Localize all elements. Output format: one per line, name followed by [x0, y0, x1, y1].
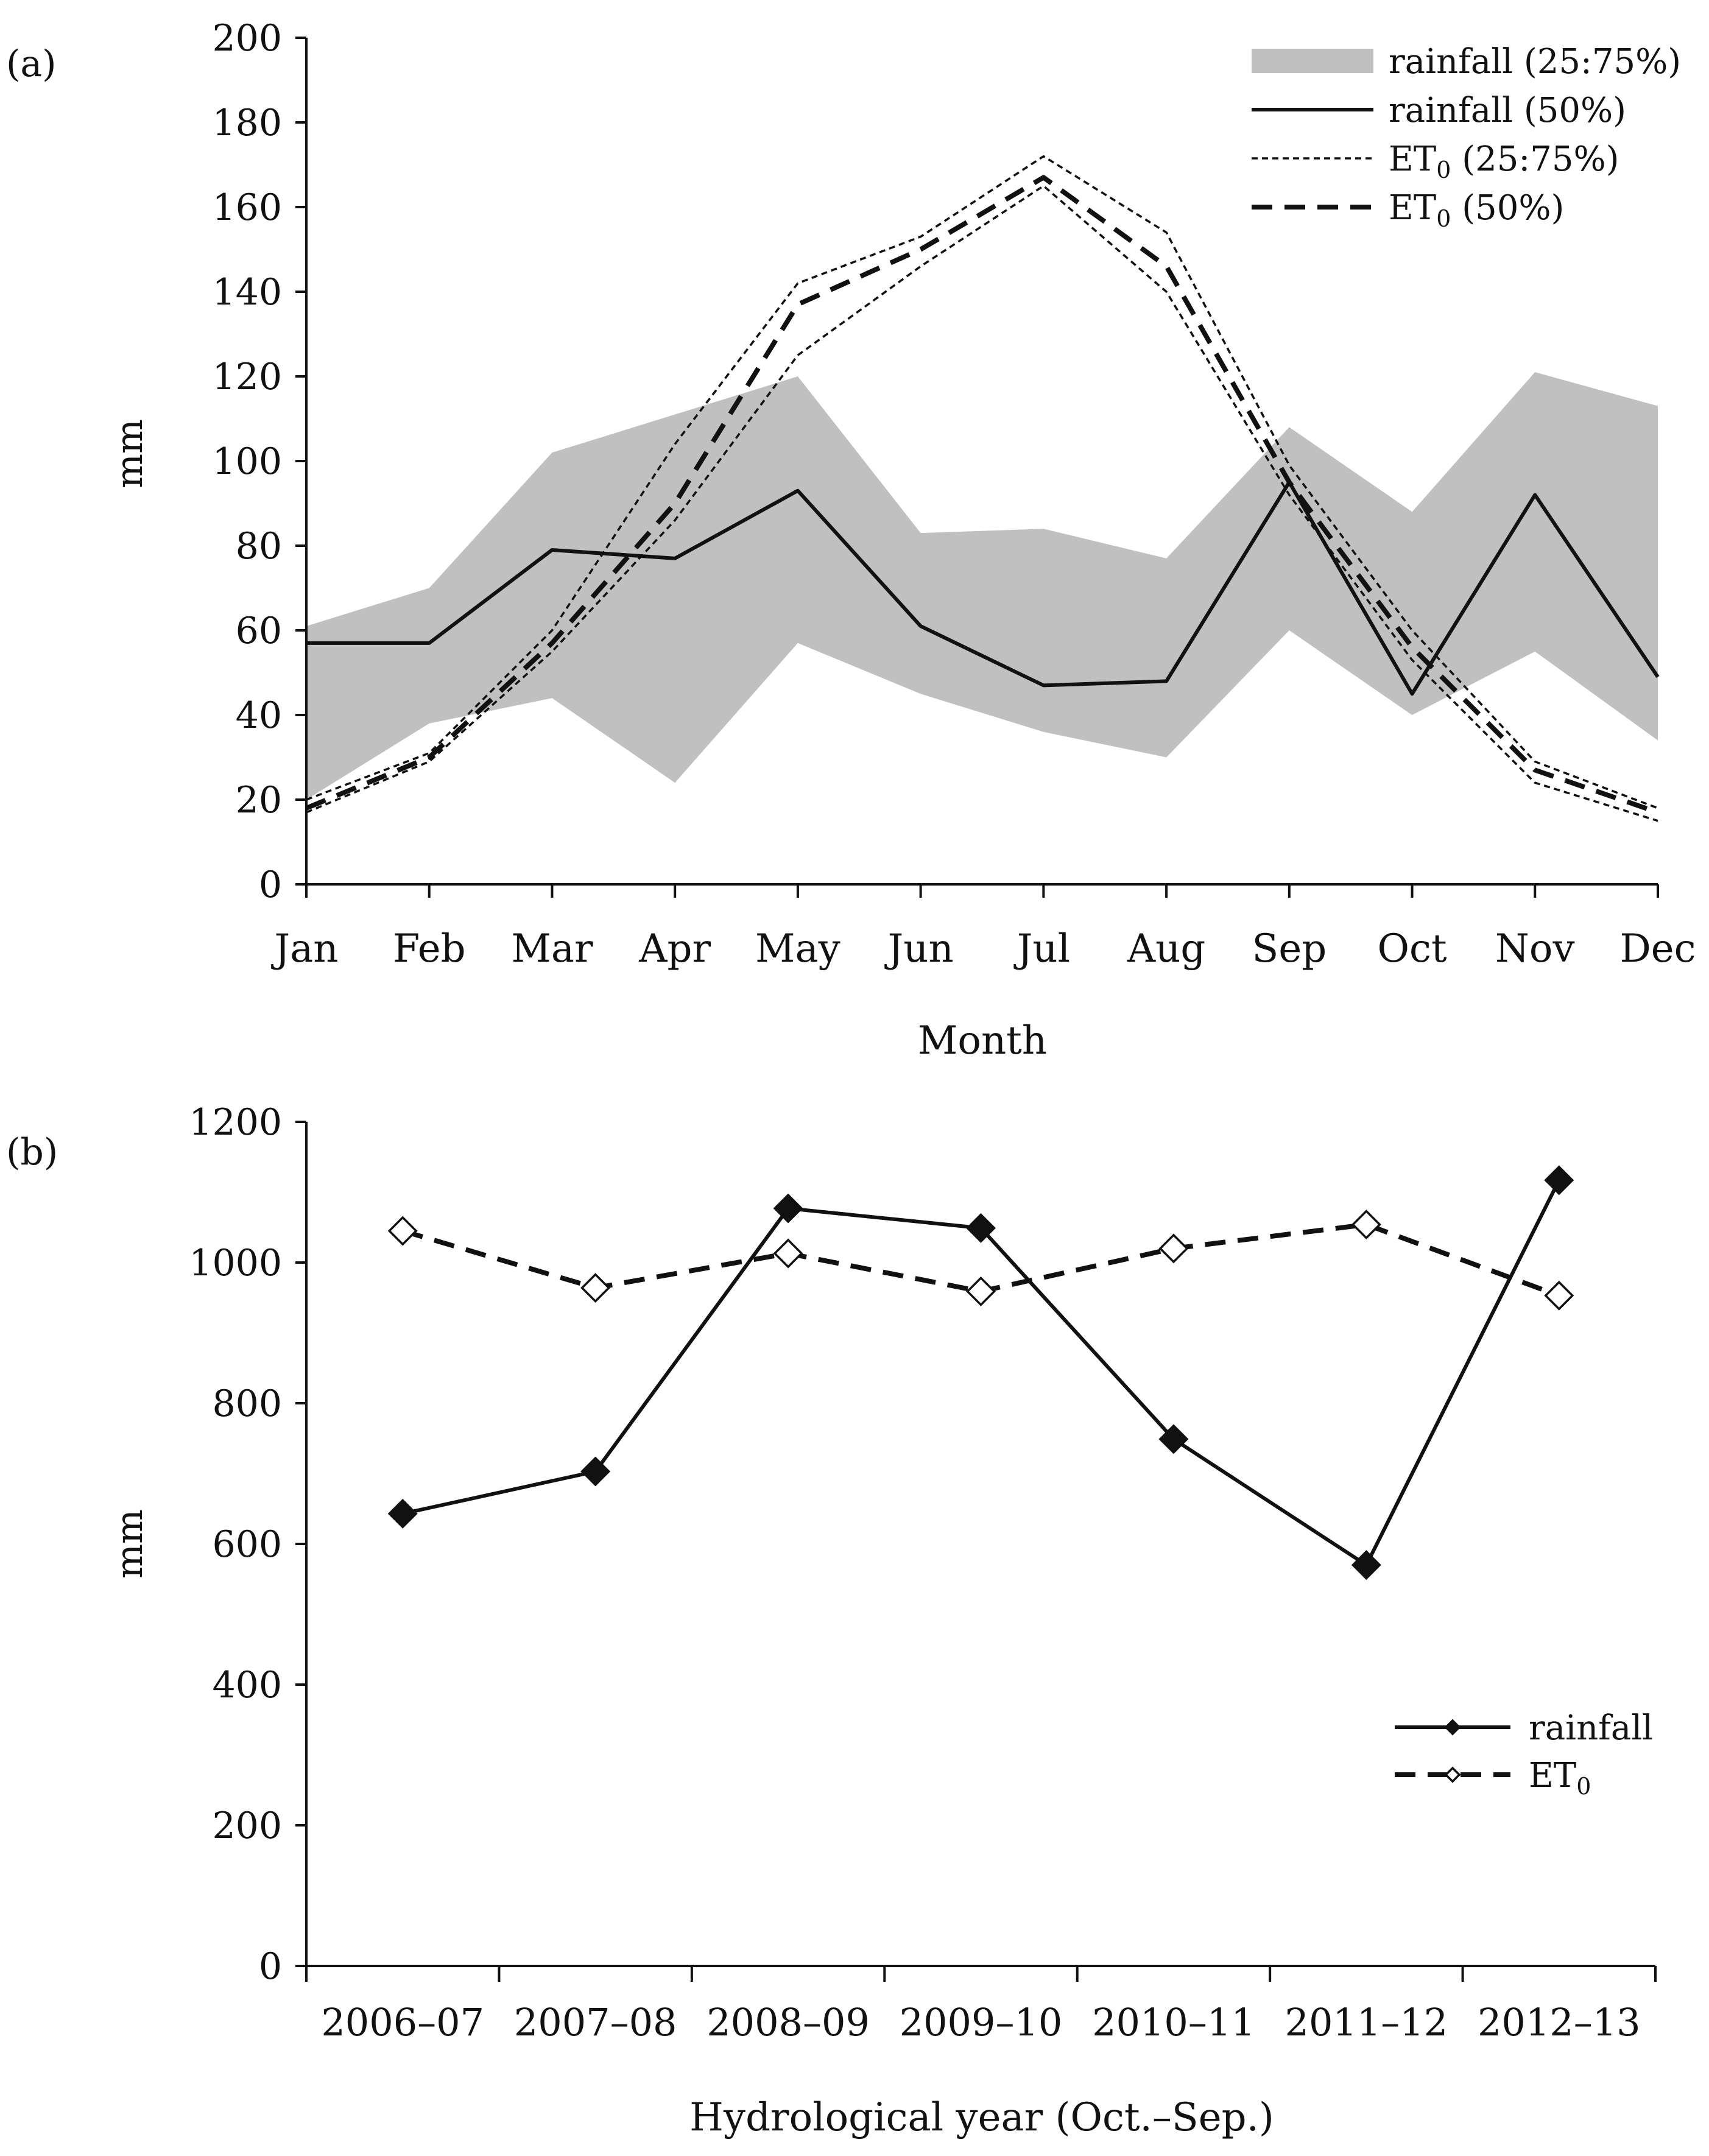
panel-b-y-tick-label: 800	[212, 1383, 282, 1425]
panel-a-y-tick-label: 160	[212, 186, 282, 229]
rainfall-point	[1158, 1424, 1189, 1454]
panel-b-x-tick-label: 2006–07	[321, 2000, 484, 2045]
panel-a-x-tick-label: Mar	[511, 926, 593, 971]
rainfall-point	[387, 1498, 418, 1529]
panel-a-y-tick-label: 120	[212, 356, 282, 398]
legend-label-suffix: (50%)	[1451, 188, 1564, 228]
panel-a-legend: rainfall (25:75%) rainfall (50%) ET0 (25:7…	[1252, 42, 1681, 232]
legend-label-text: ET	[1389, 139, 1436, 179]
panel-b-x-tick-label: 2007–08	[514, 2000, 677, 2045]
panel-a-y-tick-label: 20	[236, 779, 282, 822]
panel-a-y-tick-label: 140	[212, 271, 282, 314]
legend-label-suffix: (25:75%)	[1451, 139, 1619, 179]
panel-b-x-axis-label: Hydrological year (Oct.–Sep.)	[689, 2095, 1274, 2140]
panel-a-y-tick-label: 40	[236, 694, 282, 737]
panel-a-x-tick-label: Jan	[270, 926, 338, 971]
panel-b-legend: rainfall ET0	[1395, 1708, 1653, 1800]
et0-point	[580, 1273, 611, 1303]
legend-label-text: rainfall	[1529, 1708, 1653, 1748]
panel-b-annual-chart: (b) mm Hydrological year (Oct.–Sep.) 0 20…	[6, 1101, 1657, 2140]
legend-label: rainfall	[1529, 1708, 1653, 1748]
rainfall-point	[1544, 1165, 1574, 1196]
panel-b-x-tick-label: 2012–13	[1478, 2000, 1641, 2045]
panel-a-x-tick-label: Jul	[1013, 926, 1070, 971]
panel-a-y-tick-label: 180	[212, 102, 282, 144]
panel-a-x-tick-label: Dec	[1619, 926, 1696, 971]
panel-a-x-axis-label: Month	[918, 1018, 1047, 1063]
panel-a-y-tick-label: 0	[259, 864, 282, 906]
panel-b-y-tick-label: 400	[212, 1664, 282, 1707]
panel-a-y-axis-label: mm	[108, 419, 151, 488]
et0-point	[1158, 1233, 1189, 1264]
legend-label-subscript: 0	[1436, 205, 1451, 232]
panel-b-y-tick-label: 1200	[189, 1101, 282, 1144]
legend-label: rainfall (25:75%)	[1389, 42, 1681, 82]
rainfall-25-75-band	[306, 372, 1658, 800]
legend-marker	[1444, 1719, 1461, 1736]
legend-label: rainfall (50%)	[1389, 91, 1626, 130]
et0-50-line	[305, 175, 1659, 815]
panel-a-x-tick-label: May	[755, 926, 840, 971]
rainfall-50-line	[306, 480, 1660, 696]
panel-a-x-tick-label: Apr	[638, 926, 711, 971]
panel-a-label: (a)	[6, 43, 57, 85]
legend-label-text: rainfall (25:75%)	[1389, 42, 1681, 82]
panel-b-x-tick-label: 2010–11	[1092, 2000, 1255, 2045]
rainfall-point	[580, 1456, 611, 1487]
et0-point	[773, 1238, 803, 1269]
panel-b-x-tick-label: 2011–12	[1285, 2000, 1448, 2045]
panel-a-x-tick-label: Sep	[1252, 926, 1327, 971]
legend-label-text: ET	[1529, 1756, 1576, 1795]
panel-b-y-tick-label: 0	[259, 1945, 282, 1988]
rainfall-point	[966, 1213, 996, 1243]
et0-point	[1351, 1210, 1381, 1240]
legend-label-subscript: 0	[1576, 1773, 1591, 1800]
panel-b-y-axis-label: mm	[108, 1509, 151, 1579]
panel-b-x-tick-label: 2009–10	[900, 2000, 1063, 2045]
panel-b-label: (b)	[6, 1131, 58, 1174]
et0-25-75-line-3	[306, 155, 1658, 809]
panel-b-x-tick-label: 2008–09	[707, 2000, 870, 2045]
panel-a-x-tick-label: Nov	[1495, 926, 1575, 971]
et0-25-75-line-2	[306, 185, 1658, 822]
panel-b-y-tick-label: 200	[212, 1805, 282, 1847]
panel-a-x-tick-label: Feb	[393, 926, 466, 971]
et0-point	[1544, 1280, 1574, 1311]
panel-a-y-tick-label: 200	[212, 17, 282, 60]
legend-label: ET0	[1529, 1756, 1591, 1800]
legend-marker	[1444, 1766, 1461, 1783]
panel-b-y-tick-label: 600	[212, 1523, 282, 1566]
panel-a-x-tick-label: Jun	[884, 926, 954, 971]
panel-a-x-tick-label: Aug	[1127, 926, 1205, 971]
panel-a-y-tick-label: 100	[212, 440, 282, 483]
rainfall-point	[773, 1193, 803, 1224]
panel-a-monthly-chart: (a) mm Month 0 20 40 60 80 100 120 140 160 180 200…	[6, 17, 1696, 1063]
et0-point	[387, 1216, 418, 1246]
legend-band-swatch	[1252, 49, 1373, 73]
panel-b-y-tick-label: 1000	[189, 1242, 282, 1284]
panel-a-y-tick-label: 60	[236, 610, 282, 652]
legend-label-subscript: 0	[1436, 157, 1451, 183]
legend-label-text: rainfall (50%)	[1389, 91, 1626, 130]
legend-label: ET0 (50%)	[1389, 188, 1564, 232]
legend-label-text: ET	[1389, 188, 1436, 228]
et0-point	[966, 1276, 996, 1306]
legend-label: ET0 (25:75%)	[1389, 139, 1619, 183]
panel-a-y-tick-label: 80	[236, 525, 282, 568]
panel-a-x-tick-label: Oct	[1378, 926, 1447, 971]
rainfall-point	[1351, 1550, 1381, 1580]
